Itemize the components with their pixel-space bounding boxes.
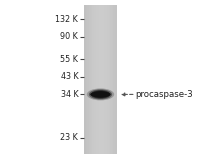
- Bar: [92, 5, 94, 154]
- Bar: [102, 5, 103, 154]
- Ellipse shape: [93, 91, 107, 98]
- Ellipse shape: [90, 90, 109, 99]
- Bar: [89, 5, 90, 154]
- Text: 55 K: 55 K: [60, 55, 78, 64]
- Bar: [103, 5, 105, 154]
- Bar: [106, 5, 108, 154]
- Ellipse shape: [90, 91, 110, 97]
- Ellipse shape: [88, 89, 112, 100]
- Text: 23 K: 23 K: [60, 133, 78, 142]
- Ellipse shape: [86, 88, 114, 100]
- Bar: [105, 5, 106, 154]
- Bar: [84, 5, 116, 154]
- Bar: [108, 5, 110, 154]
- Bar: [87, 5, 89, 154]
- Bar: [113, 5, 115, 154]
- Bar: [111, 5, 113, 154]
- Text: procaspase-3: procaspase-3: [134, 90, 192, 99]
- Text: 132 K: 132 K: [55, 15, 78, 24]
- Bar: [110, 5, 111, 154]
- Text: 90 K: 90 K: [60, 32, 78, 41]
- Bar: [90, 5, 92, 154]
- Bar: [115, 5, 116, 154]
- Bar: [100, 5, 102, 154]
- Text: 43 K: 43 K: [60, 72, 78, 81]
- Bar: [84, 5, 85, 154]
- Text: 34 K: 34 K: [60, 90, 78, 99]
- Bar: [98, 5, 100, 154]
- Bar: [97, 5, 98, 154]
- Ellipse shape: [95, 92, 105, 97]
- Bar: [95, 5, 97, 154]
- Bar: [85, 5, 87, 154]
- Bar: [94, 5, 95, 154]
